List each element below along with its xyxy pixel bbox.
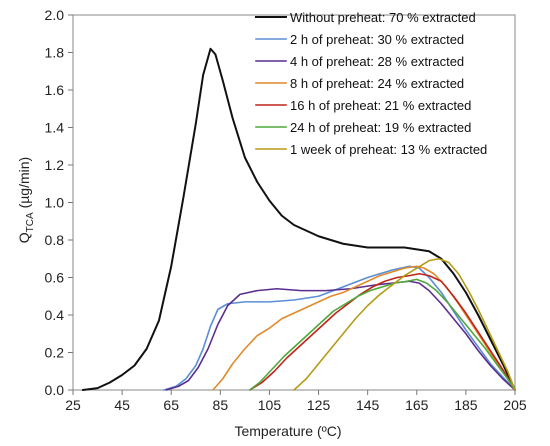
y-axis-label-main: Q: [16, 232, 32, 243]
y-tick-label: 1.4: [45, 120, 65, 136]
x-tick-label: 125: [307, 397, 331, 413]
series-line-5: [249, 272, 516, 391]
y-tick-label: 1.8: [45, 45, 65, 61]
x-tick-label: 65: [163, 397, 179, 413]
legend-label: 16 h of preheat: 21 % extracted: [290, 98, 471, 113]
x-tick-label: 85: [213, 397, 229, 413]
plot-border: [72, 14, 516, 391]
legend-label: 1 week of preheat: 13 % extracted: [290, 142, 487, 157]
y-tick-label: 1.6: [45, 82, 65, 98]
y-tick-label: 0.4: [45, 307, 65, 323]
x-tick-label: 185: [454, 397, 478, 413]
series-line-2: [163, 265, 516, 391]
x-tick-label: 145: [356, 397, 380, 413]
series-line-4: [212, 265, 516, 391]
legend: Without preheat: 70 % extracted 2 h of pr…: [255, 10, 487, 157]
x-tick-label: 45: [114, 397, 130, 413]
x-tick-label: 105: [258, 397, 282, 413]
series-line-1: [81, 47, 516, 391]
y-tick-label: 0.6: [45, 270, 65, 286]
x-tick-label: 205: [503, 397, 527, 413]
y-tick-label: 0.0: [45, 382, 65, 398]
x-axis-label: Temperature (ºC): [234, 423, 341, 439]
x-tick-label: 165: [405, 397, 429, 413]
y-tick-label: 0.2: [45, 345, 65, 361]
legend-item: 1 week of preheat: 13 % extracted: [255, 142, 487, 157]
legend-item: 24 h of preheat: 19 % extracted: [255, 120, 471, 135]
x-axis: 25 45 65 85 105 125 145 165 185 205: [65, 390, 527, 413]
y-axis-label: QTCA (µg/min): [16, 157, 36, 243]
series-line-6: [249, 278, 516, 391]
y-tick-label: 1.2: [45, 157, 65, 173]
legend-label: 2 h of preheat: 30 % extracted: [290, 32, 464, 47]
legend-item: Without preheat: 70 % extracted: [255, 10, 476, 25]
legend-label: 24 h of preheat: 19 % extracted: [290, 120, 471, 135]
y-tick-label: 2.0: [45, 7, 65, 23]
plot-area: [72, 14, 516, 391]
y-axis-label-unit: (µg/min): [16, 157, 32, 213]
y-tick-label: 1.0: [45, 195, 65, 211]
legend-item: 2 h of preheat: 30 % extracted: [255, 32, 464, 47]
legend-label: Without preheat: 70 % extracted: [290, 10, 476, 25]
y-axis: 0.0 0.2 0.4 0.6 0.8 1.0 1.2 1.4 1.6 1.8 2.0: [45, 7, 73, 398]
legend-label: 4 h of preheat: 28 % extracted: [290, 54, 464, 69]
y-tick-label: 0.8: [45, 232, 65, 248]
y-axis-label-subscript: TCA: [25, 212, 36, 232]
series-layer: [81, 47, 516, 391]
legend-item: 16 h of preheat: 21 % extracted: [255, 98, 471, 113]
x-tick-label: 25: [65, 397, 81, 413]
legend-item: 8 h of preheat: 24 % extracted: [255, 76, 464, 91]
legend-label: 8 h of preheat: 24 % extracted: [290, 76, 464, 91]
legend-item: 4 h of preheat: 28 % extracted: [255, 54, 464, 69]
series-line-7: [293, 257, 516, 391]
